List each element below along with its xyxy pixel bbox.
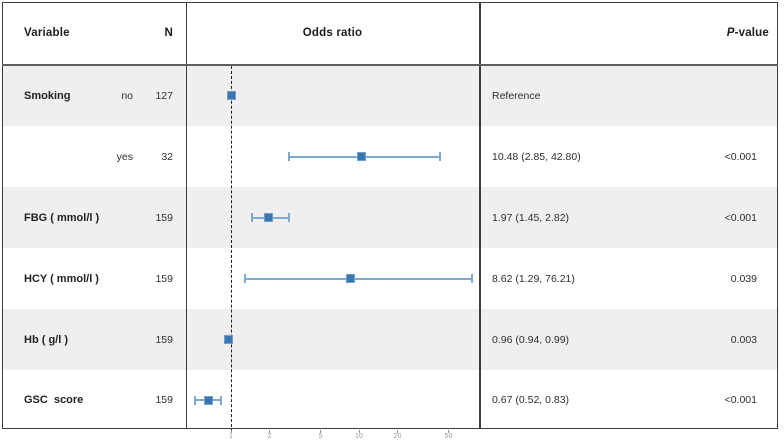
forest-marker [224, 335, 234, 344]
x-axis-tick [447, 429, 449, 433]
header-n: N [120, 2, 173, 64]
row-variable-label: Hb ( g/l ) [24, 333, 68, 346]
ci-cap-low [288, 152, 291, 161]
header-separator [2, 63, 778, 66]
forest-marker [204, 395, 214, 405]
row-variable-label: Smoking [24, 89, 71, 102]
x-axis-tick-label: 10 [355, 432, 363, 440]
ci-cap-low [250, 213, 253, 222]
ci-cap-low [244, 274, 247, 283]
row-p-value: 0.003 [730, 333, 757, 346]
row-stripe [3, 309, 777, 370]
row-level-label: no [121, 89, 133, 102]
row-estimate-label: 0.67 (0.52, 0.83) [492, 394, 570, 406]
forest-marker [226, 91, 236, 100]
forest-marker [264, 213, 274, 222]
row-variable-label: FBG ( mmol/l ) [24, 211, 100, 224]
column-divider-right [479, 2, 481, 429]
row-variable-label: GSC score [24, 394, 84, 406]
row-p-value: <0.001 [724, 211, 757, 224]
row-estimate-label: 10.48 (2.85, 42.80) [492, 150, 581, 163]
row-level-label: yes [116, 150, 133, 163]
row-n-value: 159 [155, 333, 173, 346]
ci-cap-high [287, 213, 290, 222]
ci-cap-low [193, 395, 196, 405]
row-stripe [3, 65, 777, 126]
ci-cap-high [219, 395, 222, 405]
row-p-value: <0.001 [724, 394, 757, 406]
header-p-value: P -value [600, 2, 769, 64]
x-axis-tick [319, 429, 321, 433]
header-variable-label: Variable [24, 27, 70, 39]
row-estimate-label: 1.97 (1.45, 2.82) [492, 211, 570, 224]
row-n-value: 127 [155, 89, 173, 102]
header-odds-ratio-label: Odds ratio [302, 27, 363, 39]
row-variable-label: HCY ( mmol/l ) [24, 272, 99, 285]
header-p-rest: -value [734, 27, 769, 39]
row-stripe [3, 187, 777, 248]
x-axis-tick-label: 5 [318, 432, 323, 440]
row-n-value: 159 [155, 211, 173, 224]
row-n-value: 159 [155, 272, 173, 285]
row-estimate-label: Reference [492, 89, 541, 102]
header-variable: Variable [24, 2, 144, 64]
forest-marker [357, 152, 367, 161]
ci-line [245, 277, 472, 280]
x-axis-tick [397, 429, 399, 433]
x-axis-tick-label: 50 [444, 432, 453, 440]
row-n-value: 159 [155, 394, 173, 406]
row-p-value: 0.039 [730, 272, 757, 285]
forest-marker [346, 274, 356, 283]
x-axis-tick-label: 2 [267, 432, 272, 440]
x-axis-tick-label: 20 [393, 432, 402, 440]
row-estimate-label: 0.96 (0.94, 0.99) [492, 333, 570, 346]
x-axis-tick-label: 1 [229, 432, 233, 440]
header-n-label: N [164, 27, 173, 39]
reference-dashed-line [230, 66, 232, 432]
column-divider-left [185, 2, 187, 429]
row-estimate-label: 8.62 (1.29, 76.21) [492, 272, 575, 285]
row-p-value: <0.001 [724, 150, 757, 163]
row-n-value: 32 [161, 150, 173, 163]
x-axis-tick [269, 429, 271, 433]
header-odds-ratio: Odds ratio [186, 2, 479, 64]
x-axis-tick [358, 429, 360, 433]
header-p-italic: P [726, 27, 735, 39]
ci-cap-high [438, 152, 441, 161]
ci-cap-high [470, 274, 473, 283]
x-axis-tick [230, 429, 232, 433]
